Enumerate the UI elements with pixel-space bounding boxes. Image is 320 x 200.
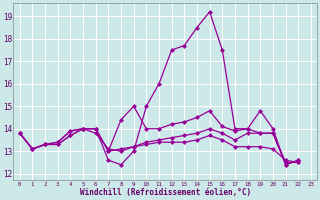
X-axis label: Windchill (Refroidissement éolien,°C): Windchill (Refroidissement éolien,°C) <box>80 188 251 197</box>
